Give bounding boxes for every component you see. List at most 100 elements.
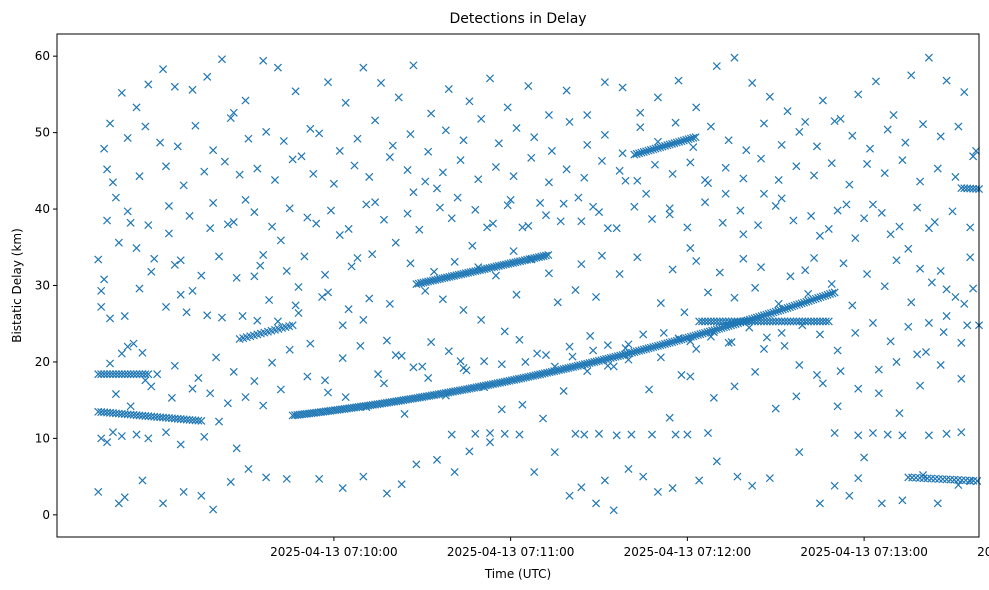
track-point (117, 370, 126, 379)
detection-point (730, 53, 739, 62)
track-point (559, 365, 568, 374)
detection-point (818, 96, 827, 105)
track-point (821, 317, 830, 326)
detection-point (748, 481, 757, 490)
detection-point (117, 349, 126, 358)
track-point (519, 373, 528, 382)
detection-point (612, 224, 621, 233)
detection-point (939, 328, 948, 337)
track-point (100, 370, 109, 379)
track-point (651, 144, 660, 153)
track-point (824, 317, 833, 326)
track-point (656, 143, 665, 152)
track-point (804, 317, 813, 326)
track-point (442, 273, 452, 282)
detection-point (509, 172, 518, 181)
track-point (493, 379, 502, 388)
detection-point (379, 215, 388, 224)
detection-point (161, 162, 171, 171)
detection-point (512, 124, 521, 133)
track-point (810, 317, 819, 326)
detection-point (963, 321, 972, 330)
detection-point (212, 353, 221, 362)
detection-point (226, 114, 235, 123)
track-point (828, 289, 837, 298)
detection-point (703, 288, 713, 297)
detection-point (179, 487, 188, 496)
detection-point (282, 474, 291, 483)
detection-point (701, 198, 710, 207)
detection-point (618, 149, 627, 158)
detection-point (783, 107, 792, 116)
detection-point (721, 163, 730, 172)
track-point (801, 317, 810, 326)
track-point (698, 317, 707, 326)
detection-point (883, 430, 892, 439)
track-point (537, 252, 546, 261)
track-point (815, 317, 824, 326)
y-axis: 0 10 20 30 40 50 60 (35, 49, 57, 522)
track-point (821, 291, 830, 300)
detection-point (241, 96, 250, 105)
track-point (814, 293, 823, 302)
detection-point (217, 55, 226, 64)
track-point (630, 150, 639, 159)
detection-point (774, 299, 783, 308)
detection-point (135, 284, 144, 293)
detection-point (854, 431, 863, 440)
detection-point (203, 72, 212, 81)
detection-point (580, 173, 589, 182)
detection-point (916, 381, 925, 390)
detection-point (709, 393, 718, 402)
detection-point (253, 316, 262, 325)
detection-point (771, 201, 780, 211)
detection-point (544, 178, 553, 187)
detection-point (933, 499, 942, 508)
track-point (492, 262, 501, 271)
track-point (604, 354, 613, 363)
detection-point (754, 221, 763, 230)
track-point (709, 317, 718, 326)
track-point (783, 317, 792, 326)
track-point (798, 317, 807, 326)
detection-point (966, 477, 975, 486)
track-point (825, 289, 834, 299)
detection-point (812, 370, 822, 379)
track-point (818, 292, 827, 301)
detection-point (397, 480, 406, 489)
track-point (646, 343, 655, 352)
track-point (668, 338, 677, 347)
detection-point (659, 328, 668, 337)
detection-point (677, 370, 686, 379)
detection-point (424, 147, 433, 156)
track-point (94, 370, 103, 379)
track-point (642, 147, 651, 156)
detection-point (515, 335, 524, 344)
track-point (701, 328, 710, 337)
detection-point (188, 286, 197, 295)
track-point (132, 370, 141, 379)
track-point (506, 259, 515, 268)
track-point (421, 278, 430, 287)
detection-point (916, 264, 925, 273)
detection-point (650, 160, 659, 169)
detection-point (97, 286, 106, 295)
detection-point (792, 162, 801, 171)
detection-point (144, 80, 153, 89)
detection-point (209, 198, 218, 207)
detection-point (898, 496, 907, 505)
track-point (541, 251, 551, 260)
detection-point (895, 409, 904, 418)
detection-point (580, 430, 589, 439)
track-point (653, 143, 662, 152)
track-point (194, 416, 203, 425)
detection-point (506, 195, 515, 204)
detection-point (203, 311, 212, 320)
detection-point (586, 331, 595, 340)
y-tick-label: 40 (35, 202, 50, 216)
detection-point (706, 332, 715, 341)
track-point (818, 317, 827, 326)
track-point (111, 370, 120, 379)
track-point (534, 253, 543, 262)
